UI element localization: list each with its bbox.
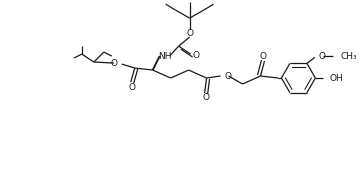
Text: O: O xyxy=(319,52,326,61)
Text: O: O xyxy=(225,71,231,80)
Text: CH₃: CH₃ xyxy=(341,52,357,61)
Text: O: O xyxy=(192,51,199,60)
Text: NH: NH xyxy=(158,51,171,60)
Text: O: O xyxy=(186,29,193,38)
Text: O: O xyxy=(128,82,135,91)
Text: O: O xyxy=(260,51,267,60)
Text: O: O xyxy=(111,58,118,68)
Text: O: O xyxy=(202,93,209,102)
Text: OH: OH xyxy=(329,73,343,82)
